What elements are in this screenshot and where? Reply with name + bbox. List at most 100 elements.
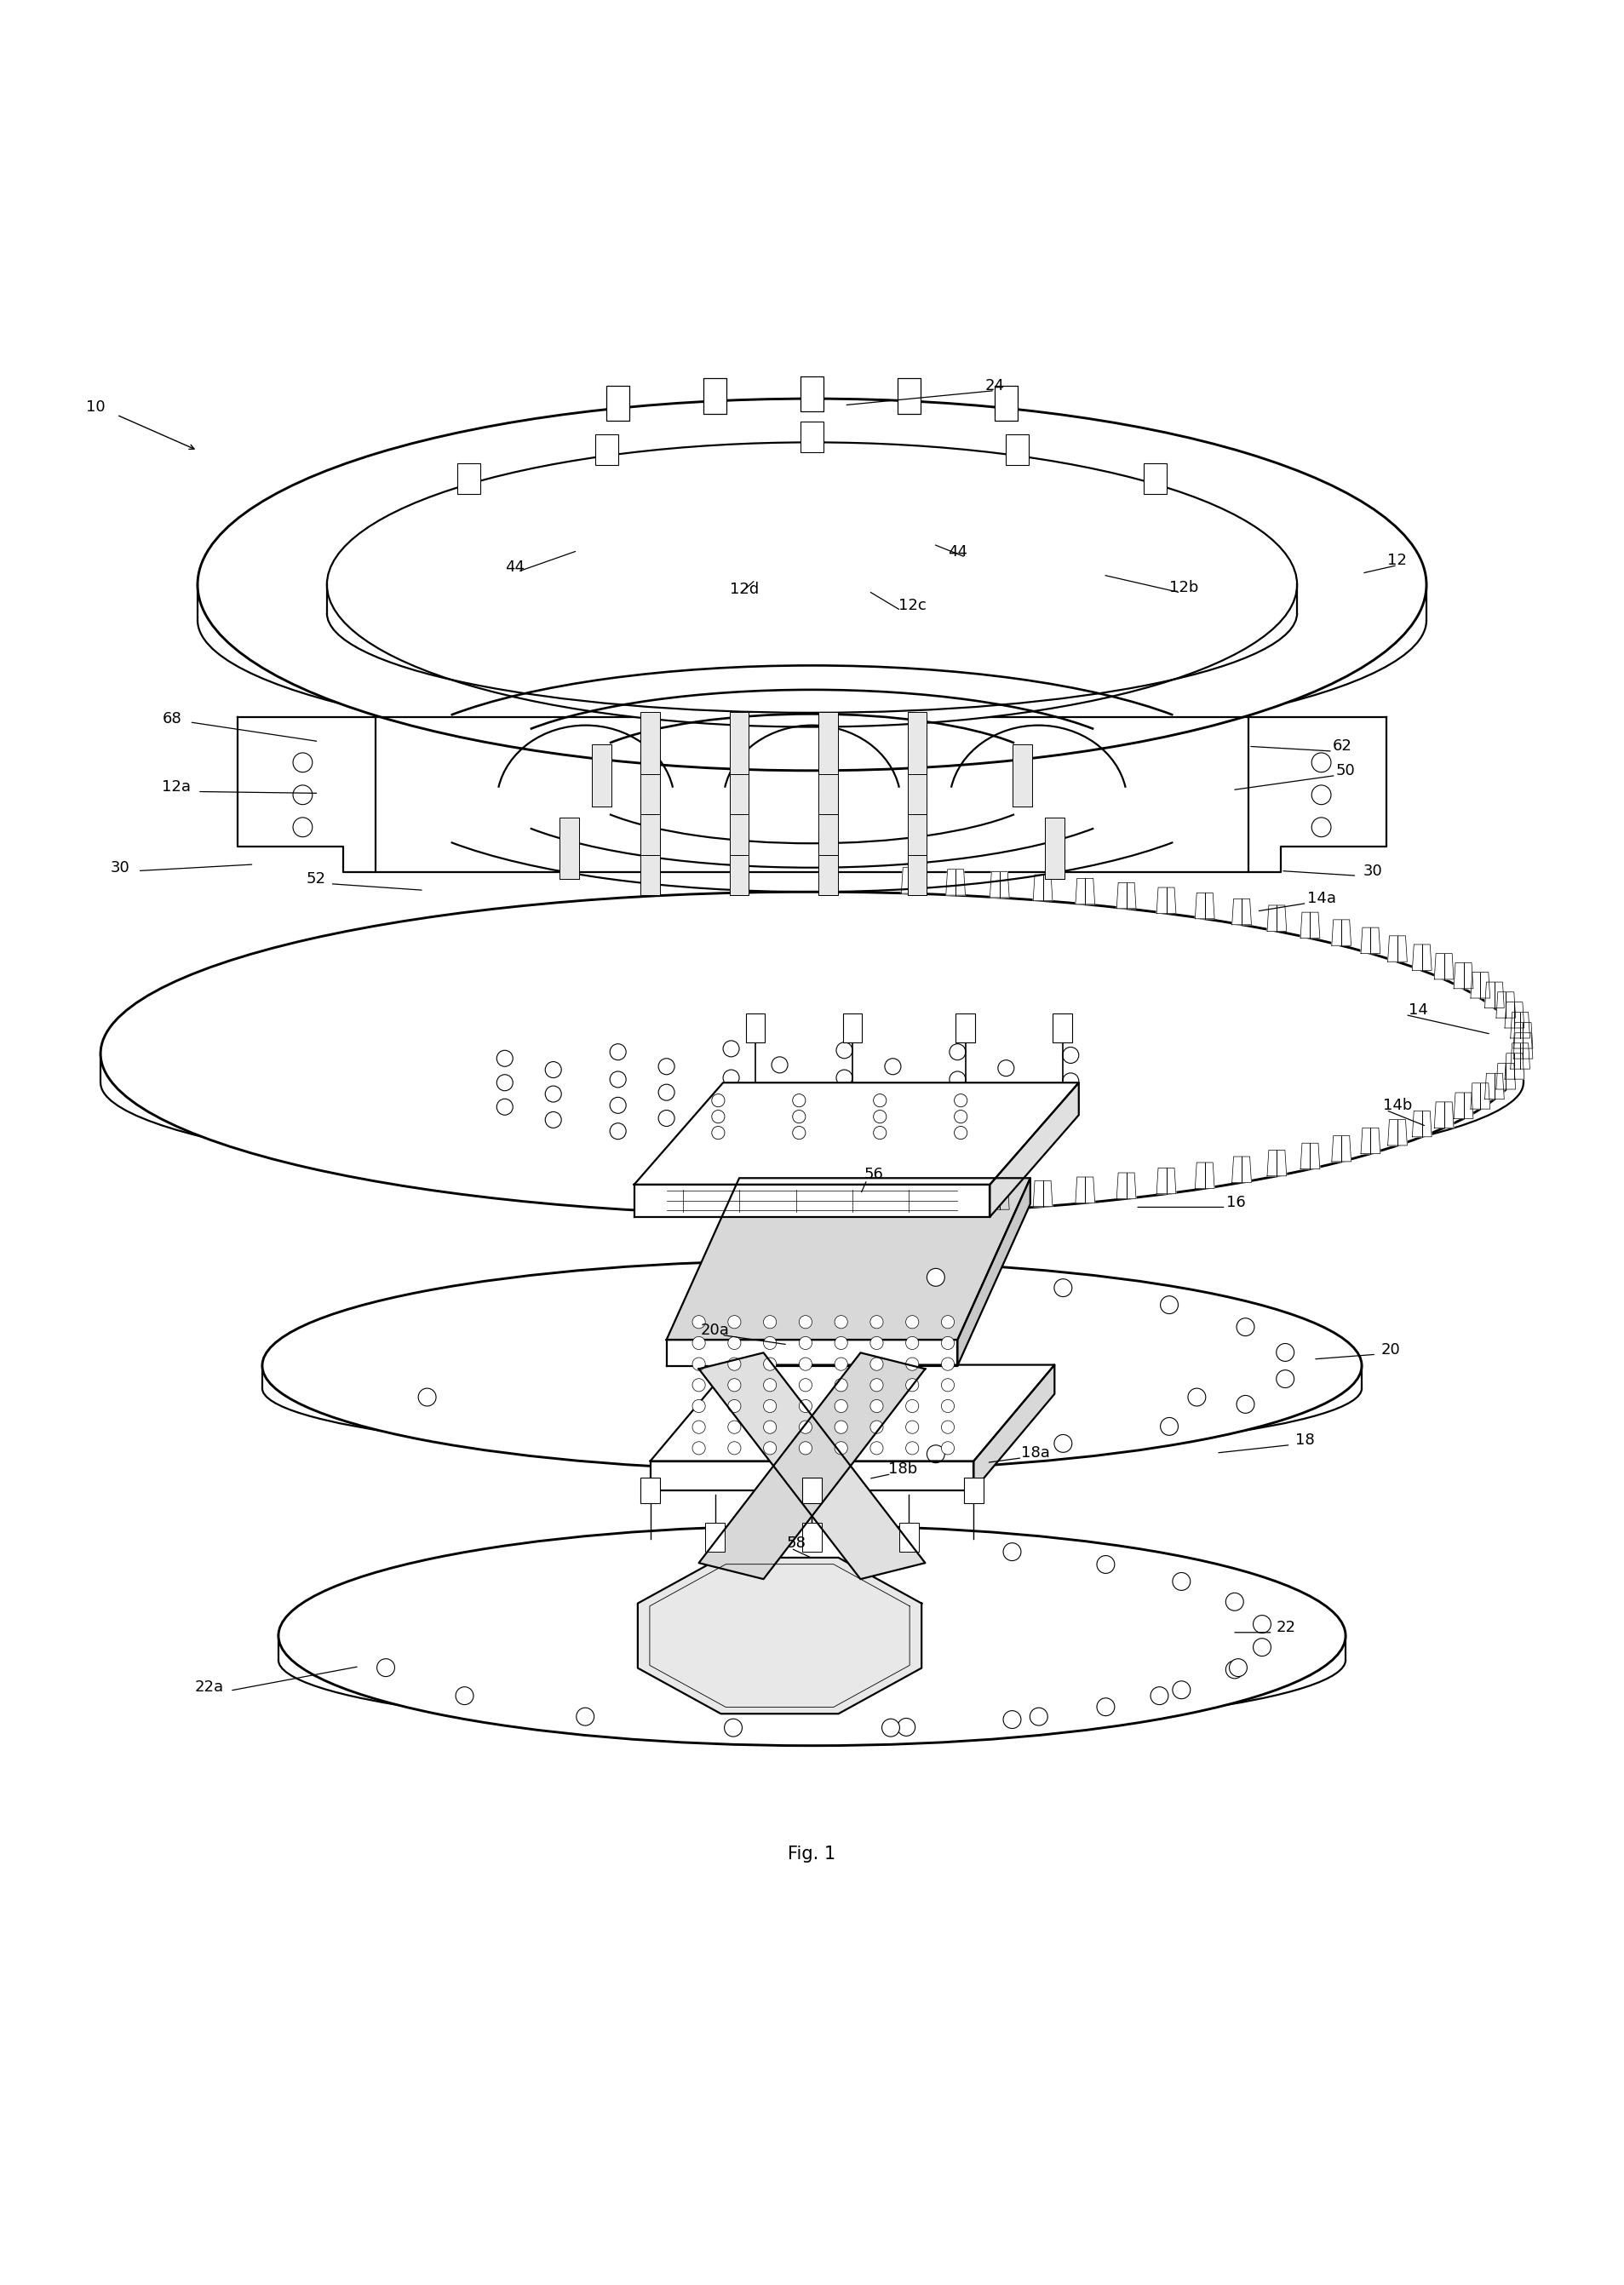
Polygon shape xyxy=(1505,1003,1525,1028)
Polygon shape xyxy=(1117,1172,1137,1200)
Circle shape xyxy=(723,1124,739,1140)
Bar xyxy=(458,464,481,494)
Text: 14a: 14a xyxy=(1307,891,1337,905)
Circle shape xyxy=(546,1113,562,1129)
Text: 62: 62 xyxy=(1333,738,1353,754)
Bar xyxy=(1143,464,1166,494)
Circle shape xyxy=(1062,1099,1078,1115)
Circle shape xyxy=(728,1442,741,1456)
Circle shape xyxy=(1150,1686,1168,1705)
Circle shape xyxy=(835,1357,848,1371)
Circle shape xyxy=(874,1127,887,1140)
Polygon shape xyxy=(1075,1177,1095,1202)
Circle shape xyxy=(1226,1661,1244,1679)
Circle shape xyxy=(692,1378,705,1392)
Polygon shape xyxy=(1434,1101,1453,1129)
Bar xyxy=(729,793,749,855)
Polygon shape xyxy=(991,1083,1078,1218)
Polygon shape xyxy=(1361,1129,1380,1154)
Text: 30: 30 xyxy=(110,859,130,875)
Circle shape xyxy=(771,1083,788,1099)
Polygon shape xyxy=(1267,905,1286,932)
Text: 14b: 14b xyxy=(1382,1097,1411,1113)
Circle shape xyxy=(997,1113,1013,1129)
Circle shape xyxy=(793,1127,806,1140)
Circle shape xyxy=(723,1095,739,1113)
Text: 56: 56 xyxy=(864,1168,883,1184)
Circle shape xyxy=(835,1316,848,1328)
Circle shape xyxy=(611,1072,627,1088)
Circle shape xyxy=(658,1085,674,1101)
Ellipse shape xyxy=(326,443,1298,727)
Circle shape xyxy=(955,1111,968,1124)
Circle shape xyxy=(835,1442,848,1456)
Circle shape xyxy=(771,1108,788,1124)
Circle shape xyxy=(942,1421,955,1433)
Circle shape xyxy=(728,1421,741,1433)
Text: 16: 16 xyxy=(1226,1195,1246,1211)
Polygon shape xyxy=(1510,1042,1530,1069)
Circle shape xyxy=(898,1718,916,1737)
Circle shape xyxy=(1312,752,1332,772)
Polygon shape xyxy=(1471,973,1491,999)
Text: 18a: 18a xyxy=(1021,1446,1049,1460)
Circle shape xyxy=(906,1337,919,1350)
Circle shape xyxy=(1229,1659,1247,1677)
Polygon shape xyxy=(1389,1120,1406,1145)
Bar xyxy=(703,379,726,414)
Circle shape xyxy=(771,1056,788,1074)
Text: 12d: 12d xyxy=(729,583,758,596)
Circle shape xyxy=(611,1124,627,1140)
Circle shape xyxy=(1030,1707,1047,1725)
Circle shape xyxy=(835,1378,848,1392)
Circle shape xyxy=(1187,1389,1205,1405)
Circle shape xyxy=(874,1095,887,1106)
Circle shape xyxy=(906,1421,919,1433)
Circle shape xyxy=(711,1127,724,1140)
Bar xyxy=(908,713,927,775)
Polygon shape xyxy=(1510,1012,1530,1037)
Circle shape xyxy=(658,1058,674,1074)
Bar xyxy=(640,834,659,896)
Bar xyxy=(1005,434,1028,466)
Polygon shape xyxy=(945,868,965,896)
Polygon shape xyxy=(1301,912,1320,939)
Bar xyxy=(596,434,619,466)
Text: 68: 68 xyxy=(162,711,182,727)
Circle shape xyxy=(1226,1593,1244,1611)
Bar xyxy=(640,1478,659,1504)
Bar xyxy=(640,752,659,813)
Ellipse shape xyxy=(101,891,1523,1216)
Polygon shape xyxy=(991,1184,1009,1209)
Polygon shape xyxy=(1413,944,1432,971)
Circle shape xyxy=(1276,1344,1294,1362)
Bar xyxy=(640,713,659,775)
Text: 18b: 18b xyxy=(888,1462,918,1476)
Bar xyxy=(801,377,823,411)
Circle shape xyxy=(836,1069,853,1085)
Circle shape xyxy=(692,1442,705,1456)
Bar xyxy=(1052,1012,1072,1042)
Polygon shape xyxy=(1496,992,1515,1017)
Polygon shape xyxy=(1453,1092,1473,1120)
Bar xyxy=(801,420,823,452)
Text: 20a: 20a xyxy=(700,1323,729,1337)
Circle shape xyxy=(870,1337,883,1350)
Polygon shape xyxy=(1075,877,1095,905)
Circle shape xyxy=(711,1095,724,1106)
Text: 24: 24 xyxy=(984,377,1005,393)
Text: 44: 44 xyxy=(948,544,968,560)
Polygon shape xyxy=(698,1353,926,1579)
Circle shape xyxy=(836,1095,853,1113)
Circle shape xyxy=(1161,1417,1177,1435)
Polygon shape xyxy=(633,1184,991,1218)
Circle shape xyxy=(997,1060,1013,1076)
Circle shape xyxy=(870,1421,883,1433)
Circle shape xyxy=(546,1085,562,1101)
Circle shape xyxy=(1004,1542,1021,1561)
Bar xyxy=(908,752,927,813)
Circle shape xyxy=(799,1337,812,1350)
Text: 12b: 12b xyxy=(1169,580,1199,596)
Polygon shape xyxy=(1332,919,1351,946)
Polygon shape xyxy=(1514,1024,1533,1049)
